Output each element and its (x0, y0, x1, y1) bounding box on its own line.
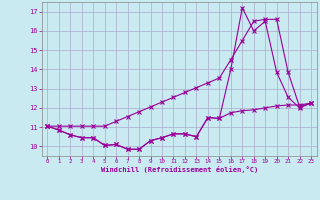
X-axis label: Windchill (Refroidissement éolien,°C): Windchill (Refroidissement éolien,°C) (100, 166, 258, 173)
